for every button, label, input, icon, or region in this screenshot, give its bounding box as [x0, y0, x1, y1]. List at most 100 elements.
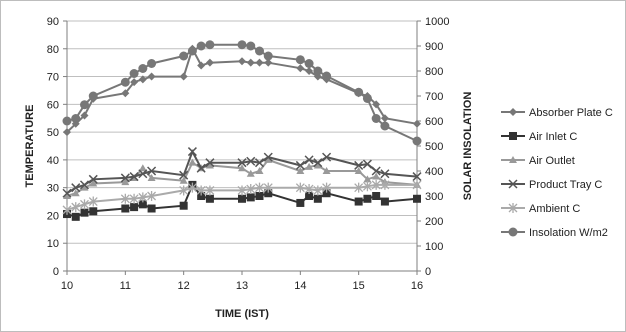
- data-point: [147, 166, 157, 176]
- legend-marker: [508, 203, 518, 213]
- data-point: [179, 185, 189, 196]
- x-tick-label: 14: [294, 280, 306, 292]
- data-point: [313, 194, 322, 203]
- data-point: [197, 61, 206, 70]
- data-point: [80, 199, 89, 210]
- data-point: [413, 119, 421, 128]
- legend-marker: [509, 156, 517, 163]
- data-point: [205, 161, 214, 169]
- data-point: [179, 72, 188, 81]
- data-point: [205, 40, 215, 50]
- data-point: [89, 179, 98, 187]
- data-point: [313, 185, 323, 196]
- data-point: [130, 203, 139, 212]
- data-point: [205, 194, 214, 203]
- data-point: [412, 172, 422, 182]
- data-point: [263, 152, 273, 162]
- data-point: [313, 66, 323, 76]
- data-point: [138, 75, 147, 84]
- data-point: [138, 192, 148, 203]
- data-point: [71, 189, 80, 197]
- y-tick-label: 70: [47, 72, 59, 84]
- data-point: [305, 162, 314, 170]
- data-point: [246, 169, 255, 177]
- data-point: [205, 158, 215, 168]
- data-point: [187, 182, 197, 193]
- y-tick-label: 50: [47, 127, 59, 139]
- data-point: [255, 182, 264, 193]
- data-point: [305, 67, 314, 75]
- data-point: [255, 167, 264, 174]
- y2-axis-title: SOLAR INSOLATION: [462, 92, 474, 201]
- data-point: [88, 196, 98, 207]
- data-point: [304, 184, 314, 195]
- x-tick-label: 10: [61, 280, 73, 292]
- data-point: [129, 172, 139, 182]
- data-point: [120, 77, 130, 87]
- data-point: [322, 189, 331, 198]
- data-point: [238, 164, 246, 172]
- y2-tick-label: 800: [425, 66, 443, 78]
- legend-label: Ambient C: [529, 203, 580, 215]
- data-point: [246, 156, 256, 166]
- data-point: [305, 192, 314, 200]
- data-point: [372, 192, 381, 200]
- data-point: [71, 202, 81, 213]
- data-point: [71, 114, 81, 123]
- data-point: [295, 182, 305, 193]
- data-point: [237, 40, 247, 50]
- data-point: [179, 170, 189, 180]
- data-point: [88, 91, 98, 101]
- data-point: [296, 198, 305, 207]
- data-point: [238, 194, 246, 203]
- data-point: [412, 136, 422, 146]
- data-point: [380, 169, 390, 179]
- y-tick-label: 10: [47, 238, 59, 250]
- data-point: [138, 200, 147, 209]
- data-point: [371, 166, 381, 176]
- data-point: [264, 58, 273, 67]
- data-point: [313, 158, 323, 168]
- data-point: [63, 192, 71, 199]
- legend-marker: [509, 108, 517, 116]
- data-point: [363, 175, 372, 183]
- x-tick-label: 11: [120, 280, 131, 292]
- data-point: [88, 174, 98, 184]
- data-point: [263, 51, 273, 61]
- legend-marker: [508, 179, 518, 189]
- y2-tick-label: 300: [425, 191, 443, 203]
- data-point: [295, 160, 305, 170]
- data-point: [246, 58, 255, 67]
- data-point: [371, 114, 381, 123]
- data-point: [237, 185, 247, 196]
- data-point: [62, 204, 72, 215]
- data-point: [246, 184, 256, 195]
- data-point: [362, 94, 372, 103]
- x-tick-label: 13: [236, 280, 248, 292]
- data-point: [322, 71, 332, 81]
- data-point: [296, 167, 305, 174]
- data-point: [120, 193, 130, 204]
- data-point: [179, 201, 188, 210]
- data-point: [264, 189, 273, 198]
- data-point: [354, 160, 364, 170]
- data-point: [380, 179, 390, 190]
- data-point: [138, 164, 147, 172]
- data-point: [130, 78, 139, 87]
- data-point: [354, 197, 363, 206]
- y2-tick-label: 400: [425, 166, 443, 178]
- data-point: [380, 114, 389, 123]
- y2-tick-label: 200: [425, 216, 443, 228]
- y-tick-label: 40: [47, 155, 59, 167]
- data-point: [147, 59, 157, 68]
- data-point: [371, 179, 381, 190]
- y-tick-label: 80: [47, 44, 59, 56]
- data-point: [362, 159, 372, 169]
- data-point: [205, 185, 215, 196]
- data-point: [187, 46, 197, 56]
- data-point: [121, 89, 130, 98]
- y-tick-label: 30: [47, 183, 59, 195]
- data-point: [196, 185, 206, 196]
- data-point: [129, 69, 139, 78]
